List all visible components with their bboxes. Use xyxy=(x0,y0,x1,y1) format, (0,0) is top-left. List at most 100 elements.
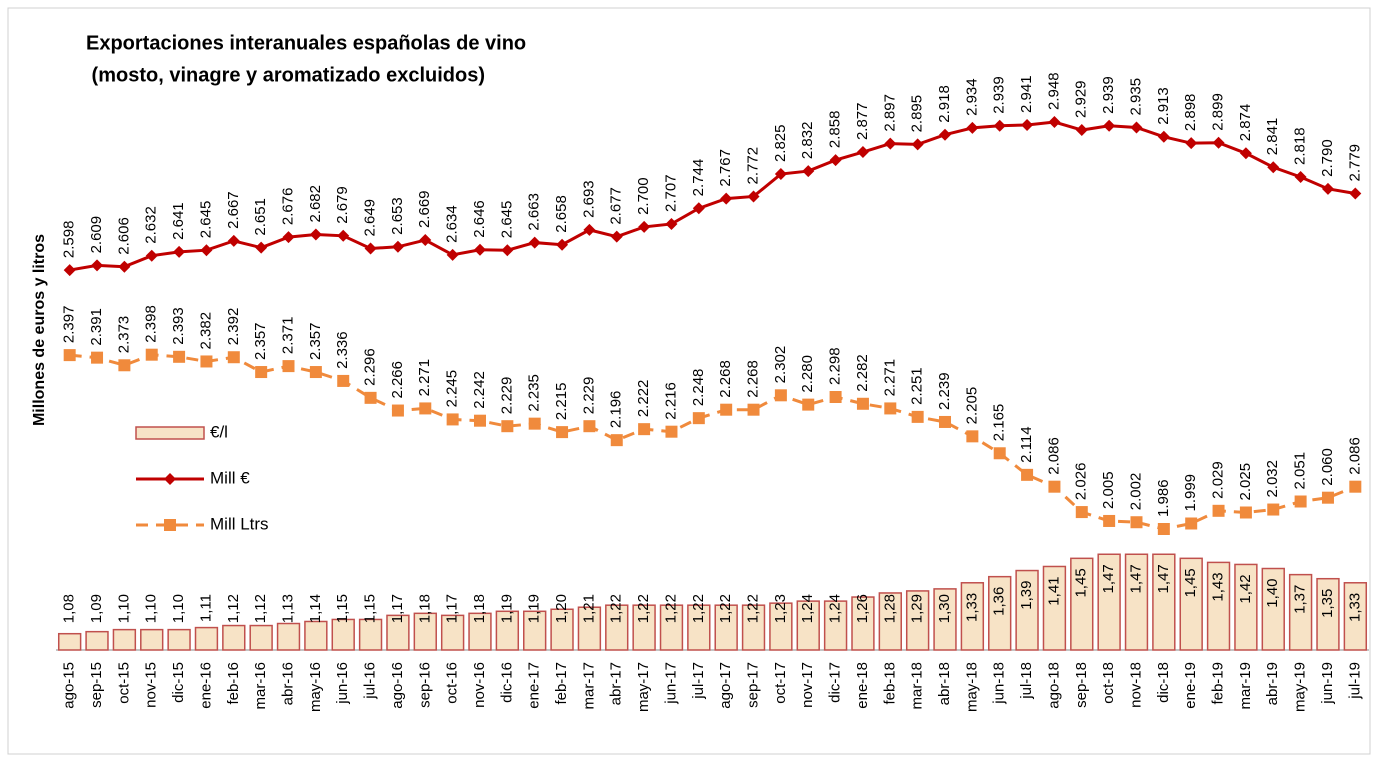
data-label: 1,24 xyxy=(827,594,844,623)
x-tick-label: abr-17 xyxy=(608,662,625,705)
data-label: 2.266 xyxy=(389,361,406,399)
marker xyxy=(610,434,623,447)
x-tick-label: mar-16 xyxy=(252,662,269,710)
marker xyxy=(364,242,377,255)
data-label: 2.051 xyxy=(1292,452,1309,490)
marker xyxy=(1021,118,1034,131)
data-label: 2.632 xyxy=(143,206,160,244)
data-label: 2.818 xyxy=(1292,127,1309,165)
data-label: 2.669 xyxy=(416,190,433,228)
x-tick-label: mar-18 xyxy=(909,662,926,710)
marker xyxy=(911,410,924,423)
marker xyxy=(1349,480,1362,493)
data-label: 2.245 xyxy=(444,370,461,408)
bar xyxy=(1042,565,1067,651)
x-tick-label: jun-19 xyxy=(1319,662,1336,705)
data-label: 2.032 xyxy=(1264,460,1281,498)
data-label: 1,30 xyxy=(936,594,953,623)
marker xyxy=(747,190,760,203)
legend-label: Mill € xyxy=(210,468,250,487)
data-label: 1,45 xyxy=(1182,568,1199,597)
data-label: 1,28 xyxy=(881,594,898,623)
data-label: 2.165 xyxy=(991,404,1008,442)
data-label: 2.391 xyxy=(88,308,105,346)
bar xyxy=(741,604,766,651)
bar xyxy=(878,592,902,651)
data-label: 2.641 xyxy=(170,202,187,240)
x-tick-label: oct-16 xyxy=(444,662,461,704)
x-tick-label: ago-18 xyxy=(1045,662,1062,709)
x-tick-label: ago-17 xyxy=(717,662,734,709)
data-label: 2.948 xyxy=(1045,72,1062,110)
x-tick-label: nov-17 xyxy=(799,662,816,708)
x-tick-label: feb-18 xyxy=(881,662,898,705)
data-label: 2.086 xyxy=(1045,437,1062,475)
data-label: 1,10 xyxy=(143,594,160,623)
bar xyxy=(632,604,656,651)
data-label: 2.205 xyxy=(963,387,980,425)
bar xyxy=(1261,567,1285,651)
data-label: 2.634 xyxy=(444,205,461,243)
marker xyxy=(829,391,842,403)
x-tick-label: nov-15 xyxy=(143,662,160,708)
data-label: 1,17 xyxy=(389,594,406,623)
data-label: 2.026 xyxy=(1073,463,1090,501)
bar xyxy=(468,612,492,651)
data-label: 2.609 xyxy=(88,216,105,254)
data-label: 2.935 xyxy=(1127,78,1144,116)
data-label: 2.005 xyxy=(1100,471,1117,509)
marker xyxy=(1157,130,1170,143)
bar xyxy=(988,575,1012,651)
marker xyxy=(118,260,131,273)
data-label: 2.899 xyxy=(1210,93,1227,131)
marker xyxy=(501,244,514,257)
x-tick-label: oct-17 xyxy=(772,662,789,704)
data-label: 2.651 xyxy=(252,198,269,236)
legend-label: Mill Ltrs xyxy=(210,514,269,533)
data-label: 2.667 xyxy=(225,191,242,229)
data-label: 2.282 xyxy=(854,354,871,392)
data-label: 2.229 xyxy=(498,377,515,415)
data-label: 2.239 xyxy=(936,372,953,410)
marker xyxy=(966,430,979,443)
marker xyxy=(1021,468,1034,481)
data-label: 2.298 xyxy=(827,347,844,385)
data-label: 2.897 xyxy=(881,94,898,132)
data-label: 2.392 xyxy=(225,308,242,346)
data-label: 1,15 xyxy=(334,594,351,623)
marker xyxy=(200,244,213,257)
x-tick-label: may-17 xyxy=(635,662,652,712)
marker xyxy=(856,397,869,410)
data-label: 2.196 xyxy=(608,391,625,429)
bar xyxy=(194,626,219,651)
x-tick-label: sep-17 xyxy=(745,662,762,708)
data-label: 2.929 xyxy=(1073,80,1090,118)
data-label: 1,17 xyxy=(444,594,461,623)
marker xyxy=(1103,119,1116,132)
data-label: 1,13 xyxy=(279,594,296,623)
data-label: 1,47 xyxy=(1127,564,1144,593)
x-tick-label: ago-16 xyxy=(389,662,406,709)
data-label: 2.371 xyxy=(279,317,296,355)
bar xyxy=(687,604,711,651)
data-label: 2.895 xyxy=(909,95,926,133)
data-label: 2.934 xyxy=(963,78,980,116)
bar xyxy=(1070,557,1094,651)
x-tick-label: mar-19 xyxy=(1237,662,1254,710)
legend-marker xyxy=(164,519,176,531)
legend-label: €/l xyxy=(210,422,228,441)
bar xyxy=(85,630,109,651)
x-tick-label: abr-16 xyxy=(279,662,296,705)
data-label: 1,35 xyxy=(1319,589,1336,618)
data-label: 1,09 xyxy=(88,594,105,623)
marker xyxy=(1157,523,1170,535)
marker xyxy=(638,220,651,233)
bar xyxy=(358,618,383,651)
bar xyxy=(495,610,520,651)
data-label: 2.645 xyxy=(498,201,515,239)
marker xyxy=(1048,480,1061,493)
data-label: 1,23 xyxy=(772,594,789,623)
x-tick-label: mar-17 xyxy=(580,662,597,710)
x-tick-label: ene-19 xyxy=(1182,662,1199,709)
marker xyxy=(419,402,432,415)
